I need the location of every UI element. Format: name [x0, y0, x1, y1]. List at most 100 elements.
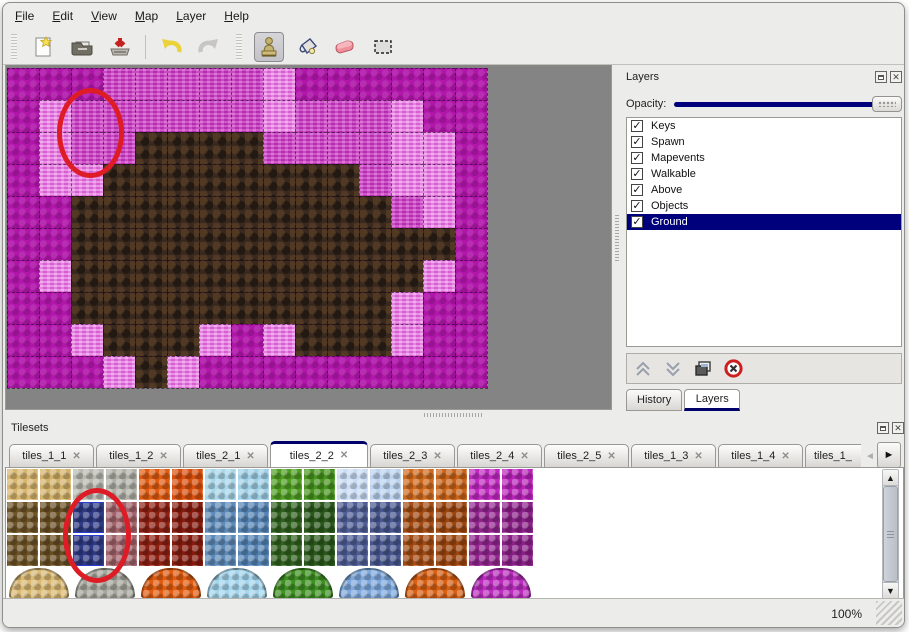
map-tile[interactable]	[455, 196, 487, 228]
map-tile[interactable]	[7, 164, 39, 196]
map-tile[interactable]	[135, 132, 167, 164]
tileset-tile[interactable]	[205, 502, 236, 533]
map-tile[interactable]	[39, 228, 71, 260]
menu-item-view[interactable]: View	[91, 9, 117, 23]
close-tab-icon[interactable]: ✕	[339, 450, 349, 461]
map-tile[interactable]	[39, 132, 71, 164]
tileset-bush-tile[interactable]	[9, 568, 69, 599]
tileset-tile[interactable]	[172, 469, 203, 500]
map-tile[interactable]	[295, 356, 327, 388]
map-tile[interactable]	[103, 356, 135, 388]
tileset-tab-tiles_2_1[interactable]: tiles_2_1 ✕	[183, 444, 268, 468]
tileset-tile[interactable]	[436, 502, 467, 533]
map-tile[interactable]	[423, 164, 455, 196]
tileset-tab-tiles_1_[interactable]: tiles_1_	[805, 444, 861, 468]
opacity-slider-thumb[interactable]	[872, 96, 902, 112]
map-tile[interactable]	[7, 228, 39, 260]
tileset-tile[interactable]	[403, 469, 434, 500]
fill-tool-button[interactable]	[292, 32, 322, 62]
map-tile[interactable]	[103, 68, 135, 100]
tileset-tile[interactable]	[7, 469, 38, 500]
tab-layers[interactable]: Layers	[684, 389, 741, 411]
tileset-tile[interactable]	[370, 535, 401, 566]
close-tilesets-icon[interactable]: ✕	[892, 422, 904, 434]
map-tile[interactable]	[359, 260, 391, 292]
tileset-vertical-scrollbar[interactable]: ▲ ▼	[882, 469, 899, 599]
map-tile[interactable]	[295, 260, 327, 292]
menu-item-help[interactable]: Help	[224, 9, 249, 23]
tileset-tile[interactable]	[502, 502, 533, 533]
map-tile[interactable]	[199, 196, 231, 228]
close-panel-icon[interactable]: ✕	[890, 71, 902, 83]
map-tile[interactable]	[231, 196, 263, 228]
map-tile[interactable]	[455, 68, 487, 100]
tileset-tile[interactable]	[304, 469, 335, 500]
map-tile[interactable]	[199, 68, 231, 100]
map-tile[interactable]	[263, 100, 295, 132]
map-tile[interactable]	[71, 196, 103, 228]
map-tile[interactable]	[39, 196, 71, 228]
tileset-bush-tile[interactable]	[273, 568, 333, 599]
map-tile[interactable]	[327, 356, 359, 388]
tileset-tab-tiles_1_4[interactable]: tiles_1_4 ✕	[718, 444, 803, 468]
opacity-slider[interactable]	[674, 96, 902, 112]
save-file-button[interactable]	[105, 32, 135, 62]
map-tile[interactable]	[359, 68, 391, 100]
map-tile[interactable]	[423, 260, 455, 292]
map-tile[interactable]	[391, 196, 423, 228]
stamp-tool-button[interactable]	[254, 31, 284, 62]
map-tile[interactable]	[167, 164, 199, 196]
map-tile[interactable]	[199, 260, 231, 292]
tileset-tab-tiles_2_3[interactable]: tiles_2_3 ✕	[370, 444, 455, 468]
map-tile[interactable]	[71, 324, 103, 356]
toolbar-grip-2[interactable]	[236, 33, 242, 60]
tileset-tile[interactable]	[436, 469, 467, 500]
map-tile[interactable]	[263, 324, 295, 356]
map-tile[interactable]	[423, 100, 455, 132]
map-tile[interactable]	[103, 228, 135, 260]
map-tile[interactable]	[135, 260, 167, 292]
map-tile[interactable]	[135, 196, 167, 228]
tileset-tile[interactable]	[205, 469, 236, 500]
map-tile[interactable]	[327, 196, 359, 228]
map-tile[interactable]	[295, 164, 327, 196]
map-tile[interactable]	[199, 164, 231, 196]
close-tab-icon[interactable]: ✕	[246, 450, 255, 462]
map-tile[interactable]	[295, 132, 327, 164]
layer-visibility-checkbox[interactable]: ✓	[631, 152, 643, 164]
map-tile[interactable]	[103, 292, 135, 324]
tileset-tab-tiles_2_4[interactable]: tiles_2_4 ✕	[457, 444, 542, 468]
tileset-tile[interactable]	[7, 502, 38, 533]
map-tile[interactable]	[423, 68, 455, 100]
tileset-bush-tile[interactable]	[141, 568, 201, 599]
map-tile[interactable]	[455, 164, 487, 196]
layer-row-above[interactable]: ✓ Above	[627, 182, 901, 198]
tileset-tile[interactable]	[502, 535, 533, 566]
open-file-button[interactable]	[67, 32, 97, 62]
map-tile[interactable]	[391, 164, 423, 196]
layer-visibility-checkbox[interactable]: ✓	[631, 136, 643, 148]
float-panel-icon[interactable]	[875, 71, 887, 83]
map-tile[interactable]	[103, 132, 135, 164]
map-tile[interactable]	[199, 356, 231, 388]
menu-item-edit[interactable]: Edit	[52, 9, 74, 23]
map-tile[interactable]	[327, 228, 359, 260]
tileset-tile[interactable]	[337, 502, 368, 533]
close-tab-icon[interactable]: ✕	[607, 450, 616, 462]
toolbar-grip[interactable]	[11, 33, 17, 60]
map-tile[interactable]	[71, 100, 103, 132]
tileset-tile[interactable]	[238, 535, 269, 566]
map-tile[interactable]	[391, 68, 423, 100]
scroll-down-arrow[interactable]: ▼	[883, 582, 898, 598]
map-tile[interactable]	[423, 324, 455, 356]
tileset-tile[interactable]	[40, 535, 71, 566]
map-tile[interactable]	[199, 292, 231, 324]
tileset-tile[interactable]	[106, 535, 137, 566]
menu-item-map[interactable]: Map	[134, 9, 159, 23]
map-tile[interactable]	[7, 132, 39, 164]
map-tile[interactable]	[455, 228, 487, 260]
tileset-bush-tile[interactable]	[471, 568, 531, 599]
tileset-tile[interactable]	[238, 502, 269, 533]
scroll-tabs-left-arrow[interactable]: ◄	[865, 450, 875, 462]
map-tile[interactable]	[263, 132, 295, 164]
